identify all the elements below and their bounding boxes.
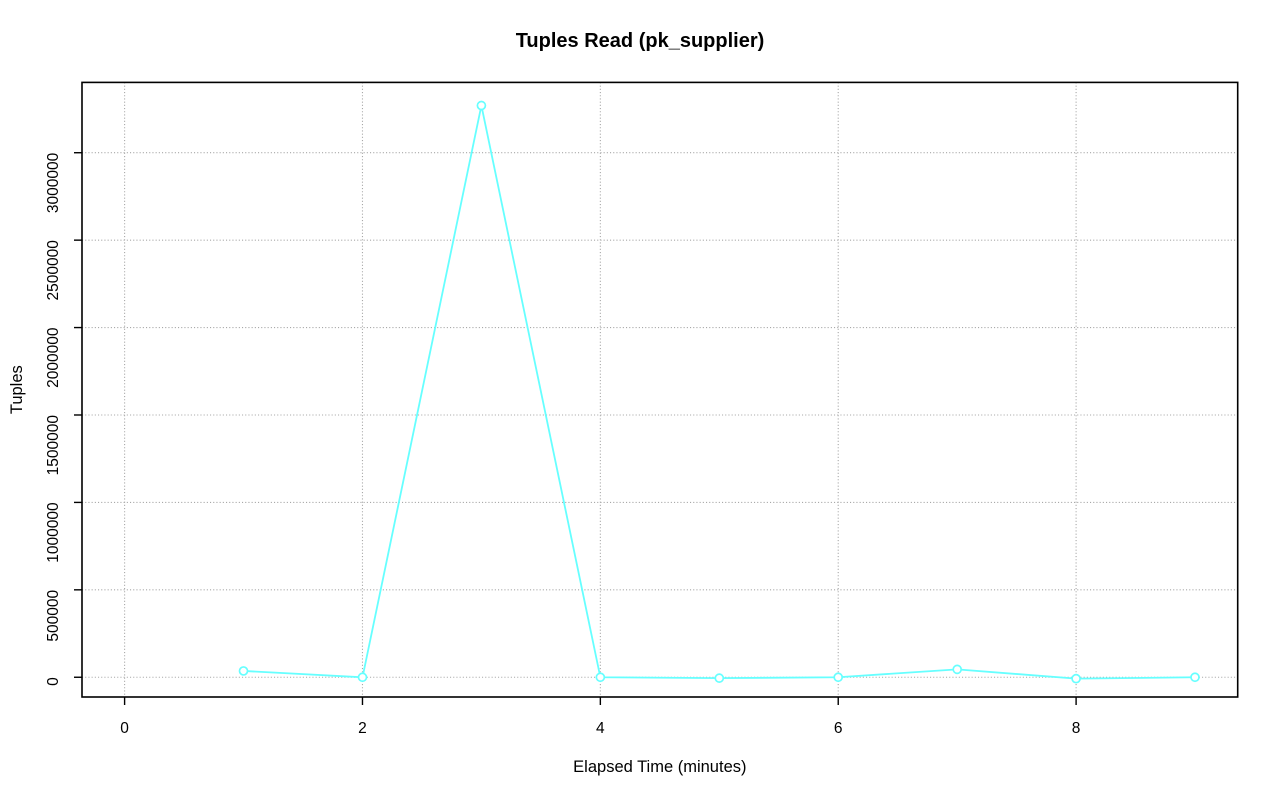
svg-text:4: 4: [596, 720, 605, 737]
svg-text:1000000: 1000000: [45, 502, 62, 563]
svg-text:8: 8: [1072, 720, 1081, 737]
svg-text:2000000: 2000000: [45, 327, 62, 388]
svg-text:0: 0: [120, 720, 129, 737]
svg-text:6: 6: [834, 720, 843, 737]
svg-text:0: 0: [45, 677, 62, 686]
svg-text:1500000: 1500000: [45, 415, 62, 476]
svg-text:500000: 500000: [45, 589, 62, 641]
svg-text:Tuples: Tuples: [8, 365, 26, 414]
svg-text:2500000: 2500000: [45, 240, 62, 301]
svg-text:Elapsed Time (minutes): Elapsed Time (minutes): [573, 758, 746, 776]
svg-text:3000000: 3000000: [45, 152, 62, 213]
svg-text:2: 2: [358, 720, 367, 737]
